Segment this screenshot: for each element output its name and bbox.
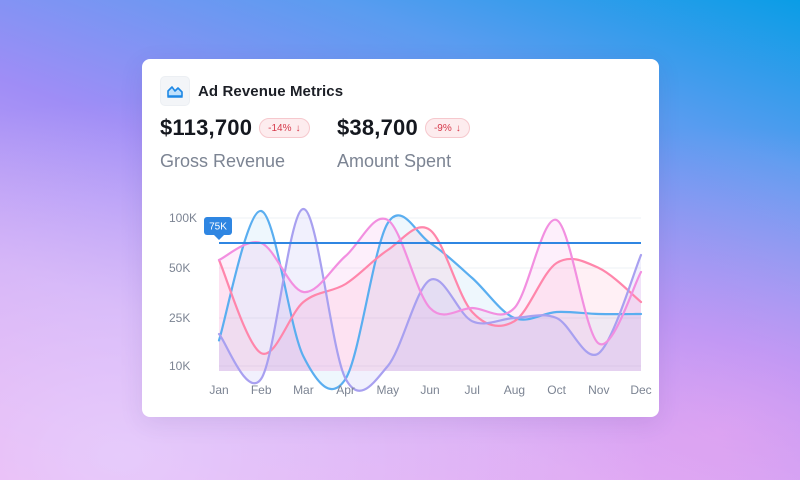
card-title: Ad Revenue Metrics <box>198 82 344 100</box>
revenue-card: Ad Revenue Metrics $113,700 -14% ↓ Gross… <box>142 59 659 417</box>
y-tick-label: 100K <box>169 211 197 225</box>
x-tick-label: Oct <box>547 383 566 397</box>
chart-area-icon <box>160 76 190 106</box>
amount-spent-change-badge: -9% ↓ <box>424 118 470 138</box>
x-tick-label: Feb <box>251 383 272 397</box>
amount-spent-change: -9% <box>433 122 452 134</box>
x-tick-label: Jun <box>420 383 439 397</box>
card-header: Ad Revenue Metrics <box>160 76 343 106</box>
gross-revenue-value: $113,700 <box>160 115 253 140</box>
amount-spent-label: Amount Spent <box>337 151 452 171</box>
x-tick-label: Apr <box>336 383 355 397</box>
x-tick-label: Dec <box>630 383 651 397</box>
x-tick-label: May <box>376 383 399 397</box>
metric-amount-spent: $38,700 -9% ↓ Amount Spent <box>337 115 470 172</box>
series-line-2 <box>217 226 643 355</box>
revenue-line-chart: 75K 100K 50K 25K 10K Jan Feb Mar Apr May Jun Jul Au… <box>169 207 652 397</box>
x-tick-label: Nov <box>588 383 609 397</box>
y-tick-label: 10K <box>169 359 190 373</box>
x-tick-label: Aug <box>504 383 525 397</box>
arrow-down-icon: ↓ <box>455 122 461 134</box>
series-line-1 <box>217 209 643 391</box>
gross-revenue-change-badge: -14% ↓ <box>259 118 310 138</box>
x-tick-label: Mar <box>293 383 314 397</box>
series-line-4 <box>217 217 643 346</box>
arrow-down-icon: ↓ <box>295 122 301 134</box>
gross-revenue-label: Gross Revenue <box>160 151 286 171</box>
x-tick-label: Jan <box>209 383 228 397</box>
series-area-1 <box>219 210 641 390</box>
series-area-2 <box>219 227 641 371</box>
amount-spent-value: $38,700 <box>337 115 418 140</box>
reference-line-value: 75K <box>209 222 227 233</box>
series-area-3 <box>219 209 641 391</box>
x-tick-label: Jul <box>465 383 480 397</box>
gross-revenue-change: -14% <box>268 122 292 134</box>
metric-gross-revenue: $113,700 -14% ↓ Gross Revenue <box>160 115 310 172</box>
y-tick-label: 50K <box>169 261 190 275</box>
y-tick-label: 25K <box>169 311 190 325</box>
series-line-3 <box>217 207 643 392</box>
reference-line-label: 75K <box>204 217 232 240</box>
